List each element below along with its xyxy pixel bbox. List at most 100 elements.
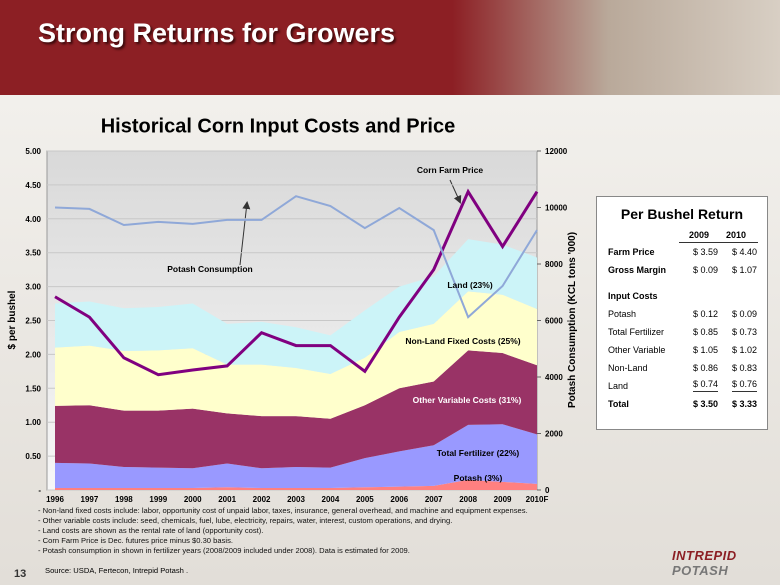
- page-number: 13: [14, 568, 27, 580]
- row-label: Potash: [608, 309, 637, 319]
- series-label: Potash Consumption: [167, 264, 252, 274]
- table-cell: $ 3.33: [732, 399, 758, 409]
- table-row: Potash $ 0.12 $ 0.09: [597, 305, 767, 323]
- x-tick-label: 2009: [494, 495, 512, 504]
- table-row: Total $ 3.50 $ 3.33: [597, 395, 767, 413]
- table-cell: $ 0.09: [732, 309, 758, 319]
- row-label: Farm Price: [608, 247, 655, 257]
- per-bushel-table: Per Bushel Return 2009 2010 Farm Price $ …: [596, 196, 768, 430]
- row-label: Other Variable: [608, 345, 666, 355]
- source: Source: USDA, Fertecon, Intrepid Potash …: [45, 566, 189, 575]
- table-section: Input Costs: [608, 291, 658, 301]
- y2-tick-label: 4000: [545, 373, 563, 382]
- row-label: Total: [608, 399, 629, 409]
- column-header: 2009: [689, 230, 710, 240]
- logo: INTREPID POTASH: [672, 548, 780, 578]
- x-tick-label: 2002: [253, 495, 271, 504]
- y-tick-label: 5.00: [25, 147, 41, 156]
- table-cell: $ 1.07: [732, 265, 758, 275]
- x-tick-label: 1997: [81, 495, 99, 504]
- x-tick-label: 2004: [322, 495, 340, 504]
- y2-tick-label: 6000: [545, 317, 563, 326]
- column-header: 2010: [726, 230, 747, 240]
- y2-tick-label: 12000: [545, 147, 568, 156]
- x-tick-label: 2008: [459, 495, 477, 504]
- y2-tick-label: 0: [545, 486, 550, 495]
- line: [54, 188, 539, 377]
- row-label: Gross Margin: [608, 265, 667, 275]
- x-tick-label: 2000: [184, 495, 202, 504]
- table-cell: $ 3.50: [693, 399, 719, 409]
- x-tick-label: 2007: [425, 495, 443, 504]
- table-row: Other Variable $ 1.05 $ 1.02: [597, 341, 767, 359]
- table-cell: $ 4.40: [732, 247, 758, 257]
- y2-tick-label: 8000: [545, 260, 563, 269]
- x-tick-label: 2006: [390, 495, 408, 504]
- line: [54, 195, 538, 319]
- y-tick-label: 4.50: [25, 181, 41, 190]
- row-label: Land: [608, 381, 629, 391]
- y-tick-label: 2.50: [25, 317, 41, 326]
- y2-tick-label: 2000: [545, 430, 563, 439]
- footnote: - Corn Farm Price is Dec. futures price …: [38, 536, 233, 545]
- table-row: Gross Margin $ 0.09 $ 1.07: [597, 261, 767, 279]
- table-cell: $ 1.02: [732, 345, 758, 355]
- y-axis-label: $ per bushel: [7, 290, 18, 349]
- series-label: Total Fertilizer (22%): [437, 448, 520, 458]
- annotation-arrow: [449, 179, 462, 204]
- footnote: - Other variable costs include: seed, ch…: [38, 516, 453, 525]
- y-tick-label: 1.50: [25, 384, 41, 393]
- slide-title: Strong Returns for Growers: [38, 18, 396, 48]
- y2-tick-label: 10000: [545, 204, 568, 213]
- logo-text: POTASH: [672, 563, 729, 578]
- table-cell: $ 0.74: [693, 377, 719, 392]
- y-tick-label: -: [38, 486, 41, 495]
- footnote: - Potash consumption in shown in fertili…: [38, 546, 410, 555]
- stacked-area: [55, 424, 537, 488]
- y-tick-label: 3.00: [25, 283, 41, 292]
- x-tick-label: 2003: [287, 495, 305, 504]
- y-tick-label: 3.50: [25, 249, 41, 258]
- stacked-area: [55, 291, 537, 419]
- stacked-area: [55, 350, 537, 469]
- stacked-area: [55, 239, 537, 375]
- y-tick-label: 4.00: [25, 215, 41, 224]
- x-tick-label: 2001: [218, 495, 236, 504]
- table-cell: $ 0.76: [732, 377, 758, 392]
- x-tick-label: 1996: [46, 495, 64, 504]
- x-tick-label: 2005: [356, 495, 374, 504]
- series-label: Other Variable Costs (31%): [413, 395, 522, 405]
- table-row: Total Fertilizer $ 0.85 $ 0.73: [597, 323, 767, 341]
- table-title: Per Bushel Return: [620, 206, 744, 222]
- annotation-arrow: [239, 201, 251, 266]
- table-cell: $ 0.86: [693, 363, 719, 373]
- table-cell: $ 0.09: [693, 265, 719, 275]
- table-cell: $ 0.12: [693, 309, 719, 319]
- chart-title: Historical Corn Input Costs and Price: [101, 115, 456, 137]
- x-tick-label: 1998: [115, 495, 133, 504]
- series-label: Potash (3%): [454, 473, 503, 483]
- row-label: Total Fertilizer: [608, 327, 665, 337]
- lines: [54, 188, 539, 377]
- y-tick-label: 1.00: [25, 418, 41, 427]
- y-tick-label: 0.50: [25, 452, 41, 461]
- stacked-area: [55, 479, 537, 490]
- footnote: - Land costs are shown as the rental rat…: [38, 526, 264, 535]
- table-row: Land $ 0.74 $ 0.76: [597, 377, 767, 395]
- x-tick-label: 1999: [149, 495, 167, 504]
- table-cell: $ 0.85: [693, 327, 719, 337]
- header-bar: Strong Returns for Growers: [0, 0, 780, 95]
- y-tick-label: 2.00: [25, 350, 41, 359]
- table-row: Farm Price $ 3.59 $ 4.40: [597, 243, 767, 261]
- table-cell: $ 0.83: [732, 363, 758, 373]
- table-cell: $ 0.73: [732, 327, 758, 337]
- table-cell: $ 1.05: [693, 345, 719, 355]
- footnote: - Non-land fixed costs include: labor, o…: [38, 506, 528, 515]
- logo-text: INTREPID: [672, 548, 737, 563]
- x-tick-label: 2010F: [526, 495, 549, 504]
- table-cell: $ 3.59: [693, 247, 719, 257]
- series-label: Corn Farm Price: [417, 165, 483, 175]
- table-header: 2009 2010: [679, 228, 758, 243]
